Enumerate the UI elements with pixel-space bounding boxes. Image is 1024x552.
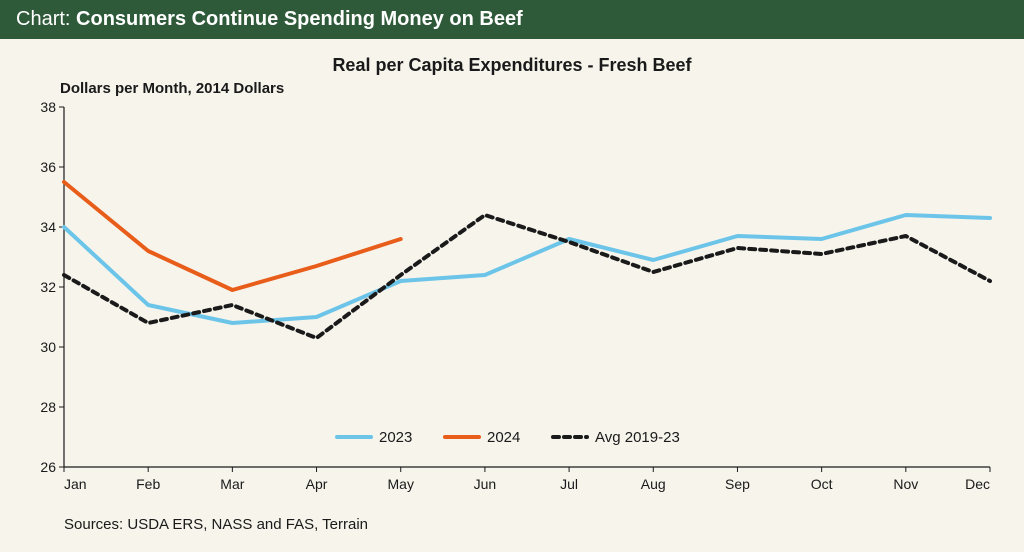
svg-text:Feb: Feb [136,476,160,492]
svg-text:Dec: Dec [965,476,990,492]
svg-text:Jan: Jan [64,476,87,492]
svg-text:32: 32 [40,279,56,295]
svg-text:2024: 2024 [487,429,520,446]
svg-text:26: 26 [40,459,56,475]
chart-sources: Sources: USDA ERS, NASS and FAS, Terrain [64,516,1004,533]
chart-svg-wrap: 26 28 30 32 34 36 38 Jan Feb Mar Apr May Jun Jul Aug Se… [20,97,1004,512]
svg-text:38: 38 [40,99,56,115]
svg-text:Aug: Aug [641,476,666,492]
line-chart: 26 28 30 32 34 36 38 Jan Feb Mar Apr May Jun Jul Aug Se… [20,97,1004,507]
svg-text:Avg 2019-23: Avg 2019-23 [595,429,680,446]
chart-title: Real per Capita Expenditures - Fresh Bee… [20,55,1004,76]
svg-text:2023: 2023 [379,429,412,446]
svg-text:Jun: Jun [474,476,497,492]
svg-text:34: 34 [40,219,56,235]
svg-text:Jul: Jul [560,476,578,492]
chart-subtitle: Dollars per Month, 2014 Dollars [60,80,1004,97]
svg-text:30: 30 [40,339,56,355]
svg-text:Apr: Apr [306,476,328,492]
chart-header-bar: Chart: Consumers Continue Spending Money… [0,0,1024,39]
chart-area: Real per Capita Expenditures - Fresh Bee… [0,39,1024,533]
svg-text:Sep: Sep [725,476,750,492]
svg-text:36: 36 [40,159,56,175]
svg-text:May: May [388,476,414,492]
svg-text:Oct: Oct [811,476,833,492]
svg-text:Mar: Mar [220,476,244,492]
svg-text:28: 28 [40,399,56,415]
header-title: Consumers Continue Spending Money on Bee… [76,8,523,30]
svg-text:Nov: Nov [893,476,918,492]
header-prefix: Chart: [16,8,76,30]
